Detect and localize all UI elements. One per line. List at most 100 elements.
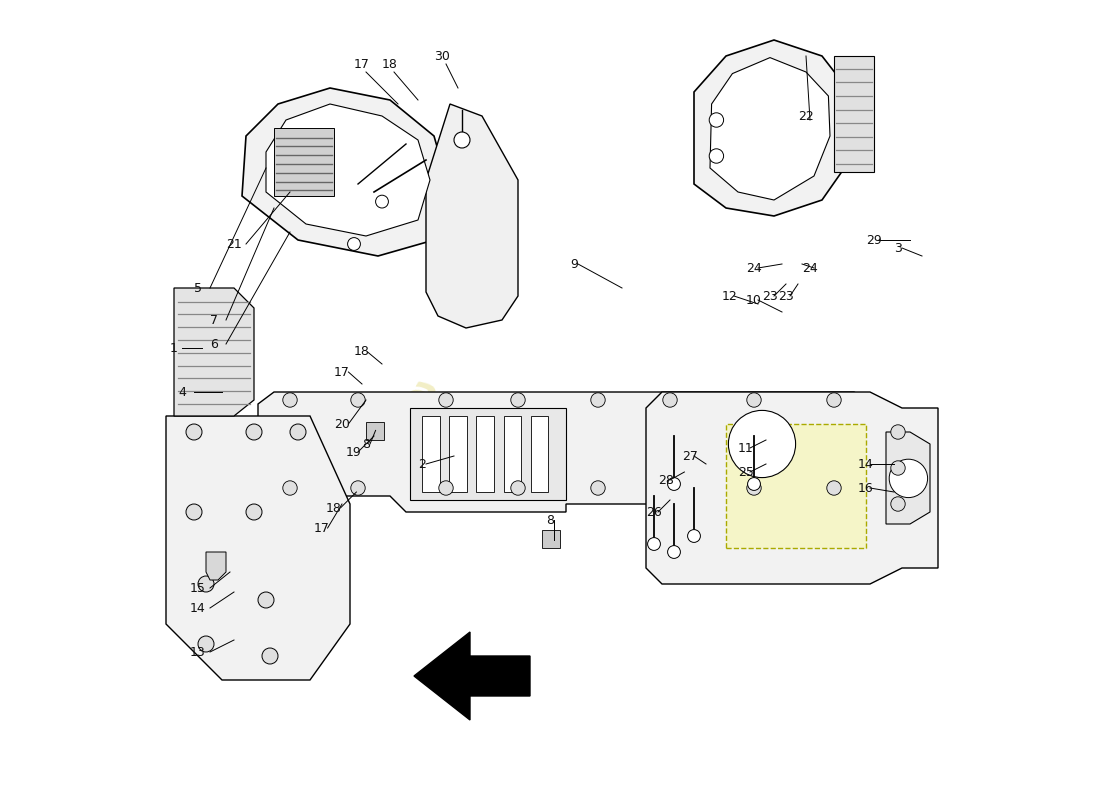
Text: 26: 26 — [646, 506, 662, 518]
Text: 5: 5 — [194, 282, 202, 294]
Bar — [726, 424, 866, 548]
Text: 9: 9 — [570, 258, 578, 270]
Text: 25: 25 — [738, 466, 754, 478]
Text: 19: 19 — [346, 446, 362, 458]
Circle shape — [198, 576, 214, 592]
Text: 8: 8 — [546, 514, 554, 526]
Circle shape — [663, 393, 678, 407]
Circle shape — [648, 538, 660, 550]
Text: 20: 20 — [334, 418, 350, 430]
Text: 6: 6 — [210, 338, 218, 350]
Text: 12: 12 — [722, 290, 738, 302]
Polygon shape — [476, 416, 494, 492]
Circle shape — [262, 648, 278, 664]
Circle shape — [710, 149, 724, 163]
Text: 3: 3 — [894, 242, 902, 254]
Circle shape — [283, 481, 297, 495]
Polygon shape — [694, 40, 850, 216]
Circle shape — [439, 481, 453, 495]
Circle shape — [889, 459, 927, 498]
Text: 30: 30 — [434, 50, 450, 62]
Polygon shape — [242, 88, 450, 256]
Circle shape — [186, 424, 202, 440]
Polygon shape — [174, 288, 254, 416]
Circle shape — [668, 478, 681, 490]
Text: 15: 15 — [190, 582, 206, 594]
Circle shape — [891, 497, 905, 511]
Polygon shape — [266, 104, 430, 236]
Text: 24: 24 — [802, 262, 818, 274]
Circle shape — [283, 393, 297, 407]
Circle shape — [351, 481, 365, 495]
Circle shape — [351, 393, 365, 407]
Polygon shape — [414, 632, 530, 720]
Text: 13: 13 — [190, 646, 206, 658]
Circle shape — [258, 592, 274, 608]
Polygon shape — [886, 432, 929, 524]
Circle shape — [710, 113, 724, 127]
Text: 18: 18 — [326, 502, 342, 514]
Polygon shape — [422, 416, 440, 492]
Circle shape — [591, 481, 605, 495]
Circle shape — [290, 424, 306, 440]
Polygon shape — [449, 416, 466, 492]
Circle shape — [186, 504, 202, 520]
Text: 14: 14 — [858, 458, 873, 470]
Text: 17: 17 — [315, 522, 330, 534]
Polygon shape — [646, 392, 938, 584]
Text: 24: 24 — [746, 262, 762, 274]
Circle shape — [510, 481, 525, 495]
Circle shape — [246, 424, 262, 440]
Text: 29: 29 — [866, 234, 882, 246]
Text: 2: 2 — [418, 458, 426, 470]
Circle shape — [747, 481, 761, 495]
Text: 1: 1 — [170, 342, 178, 354]
Circle shape — [198, 636, 214, 652]
Circle shape — [827, 393, 842, 407]
Polygon shape — [504, 416, 521, 492]
Text: 18: 18 — [354, 346, 370, 358]
Text: 7: 7 — [210, 314, 218, 326]
Circle shape — [454, 132, 470, 148]
Text: 21: 21 — [227, 238, 242, 250]
Polygon shape — [166, 416, 350, 680]
Polygon shape — [426, 104, 518, 328]
Polygon shape — [258, 392, 886, 512]
Bar — [542, 530, 560, 548]
Polygon shape — [834, 56, 874, 172]
Circle shape — [688, 530, 701, 542]
Circle shape — [747, 393, 761, 407]
Circle shape — [748, 478, 760, 490]
Polygon shape — [410, 408, 566, 500]
Text: 22: 22 — [799, 110, 814, 122]
Polygon shape — [531, 416, 549, 492]
Text: 18: 18 — [382, 58, 398, 70]
Text: 16: 16 — [858, 482, 873, 494]
Circle shape — [668, 546, 681, 558]
Text: 23: 23 — [778, 290, 794, 302]
Text: 8: 8 — [362, 438, 370, 450]
Polygon shape — [206, 552, 225, 580]
Circle shape — [891, 461, 905, 475]
Text: 14: 14 — [190, 602, 206, 614]
Polygon shape — [710, 58, 830, 200]
Circle shape — [246, 504, 262, 520]
Text: 17: 17 — [354, 58, 370, 70]
Bar — [366, 422, 384, 440]
Text: 11: 11 — [738, 442, 754, 454]
Text: 4: 4 — [178, 386, 186, 398]
Circle shape — [591, 393, 605, 407]
Text: 17: 17 — [334, 366, 350, 378]
Circle shape — [348, 238, 361, 250]
Polygon shape — [274, 128, 334, 196]
Circle shape — [439, 393, 453, 407]
Circle shape — [510, 393, 525, 407]
Text: 23: 23 — [762, 290, 778, 302]
Text: a passionate: a passionate — [403, 369, 697, 511]
Text: 28: 28 — [658, 474, 674, 486]
Circle shape — [375, 195, 388, 208]
Circle shape — [827, 481, 842, 495]
Circle shape — [728, 410, 795, 478]
Text: 27: 27 — [682, 450, 697, 462]
Text: 10: 10 — [746, 294, 762, 306]
